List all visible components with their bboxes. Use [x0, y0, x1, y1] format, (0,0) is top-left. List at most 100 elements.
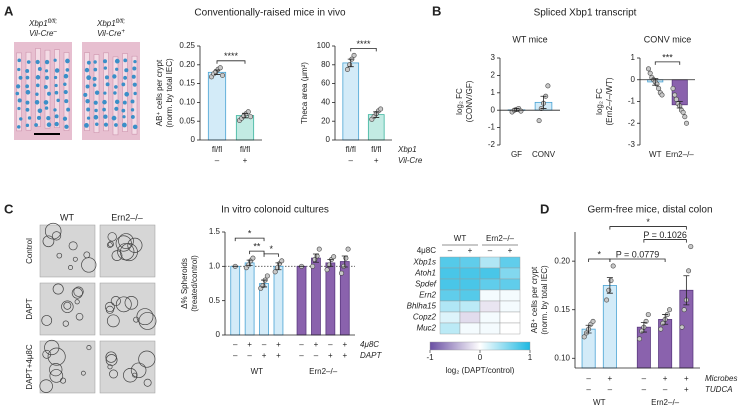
crypt	[112, 56, 119, 136]
crypt	[103, 52, 109, 132]
column-row-label: 4μ8C	[417, 246, 437, 255]
heatmap-cell	[439, 289, 461, 302]
heatmap-cell	[479, 300, 501, 313]
x-row-label: +	[276, 351, 281, 360]
significance-bracket	[216, 60, 246, 64]
goblet-cell	[103, 91, 107, 95]
goblet-cell	[64, 99, 69, 104]
goblet-cell	[25, 89, 31, 95]
goblet-cell	[64, 124, 69, 129]
data-point	[343, 255, 349, 261]
organoid	[86, 345, 92, 351]
organoid	[110, 296, 121, 307]
bar	[671, 79, 688, 106]
panel-heading: Conventionally-raised mice in vivo	[194, 8, 346, 19]
y-axis-label: Δ% Spheroids	[180, 258, 189, 309]
goblet-cell	[35, 83, 40, 88]
x-row-label: +	[608, 374, 613, 383]
data-point	[338, 270, 344, 276]
x-row-label: +	[684, 374, 689, 383]
goblet-cell	[63, 90, 68, 95]
y-tick-label: 80	[321, 60, 330, 69]
colorbar-tick-label: 0	[478, 353, 483, 362]
goblet-cell	[54, 121, 59, 127]
heatmap-cell	[439, 311, 461, 324]
heatmap-cell	[459, 311, 481, 324]
colorbar-tick-label: 1	[528, 353, 533, 362]
goblet-cell	[133, 59, 137, 64]
label-sup: +	[121, 29, 125, 35]
organoid	[115, 296, 132, 313]
data-point	[345, 246, 351, 252]
x-row-title: TUDCA	[705, 385, 733, 394]
micrograph	[39, 339, 96, 394]
goblet-cell	[86, 116, 91, 120]
goblet-cell	[44, 69, 49, 73]
heatmap-cell	[479, 311, 501, 324]
goblet-cell	[25, 100, 30, 105]
goblet-cell	[17, 125, 21, 129]
heatmap-cell	[479, 278, 501, 291]
y-tick-label: 0.15	[179, 79, 195, 88]
x-row-title: DAPT	[360, 351, 382, 360]
row-label: Ern2	[419, 291, 436, 300]
x-row-label: +	[374, 156, 379, 165]
column-label: +	[508, 246, 513, 255]
goblet-cell	[35, 75, 41, 80]
colorbar-tick-label: -1	[426, 353, 434, 362]
organoid	[81, 257, 97, 273]
goblet-cell	[92, 83, 97, 87]
goblet-cell	[113, 91, 117, 95]
x-row-title: Vil-Cre	[398, 156, 423, 165]
bar	[325, 262, 336, 336]
y-tick-label: 0.05	[179, 116, 195, 125]
goblet-cell	[104, 75, 110, 80]
y-tick-label: 0	[326, 135, 331, 144]
x-row-label: fl/fl	[240, 145, 250, 154]
y-tick-label: 0.10	[554, 353, 570, 362]
x-row-title: 4μ8C	[360, 340, 379, 349]
x-row-label: fl/fl	[371, 145, 381, 154]
data-point	[682, 114, 688, 120]
heatmap-cell	[459, 256, 481, 269]
error-bar	[246, 259, 253, 267]
organoid	[143, 378, 152, 387]
goblet-cell	[35, 92, 39, 96]
heatmap-cell	[499, 322, 521, 335]
significance-label: *	[248, 228, 252, 238]
heatmap-cell	[499, 300, 521, 313]
x-row-label: WT	[649, 150, 662, 159]
data-point	[344, 67, 350, 73]
micrograph-bg	[39, 224, 96, 278]
goblet-cell	[93, 114, 99, 120]
goblet-cell	[25, 107, 30, 112]
y-tick-label: 0.15	[554, 305, 570, 314]
crypt	[54, 49, 60, 128]
y-axis-label: AB⁺ cells per crypt	[530, 266, 539, 333]
significance-label: *	[646, 217, 650, 227]
goblet-cell	[93, 60, 97, 64]
group-label: WT	[251, 367, 264, 376]
y-tick-label: -1	[488, 123, 496, 132]
data-point	[606, 287, 612, 293]
organoid	[124, 296, 139, 310]
colorbar	[429, 341, 531, 351]
goblet-cell	[17, 106, 21, 111]
group-label: WT	[593, 398, 606, 407]
goblet-cell	[95, 122, 99, 126]
goblet-cell	[54, 83, 58, 88]
heatmap-cell	[499, 311, 521, 324]
y-tick-label: 0	[491, 105, 496, 114]
data-point	[610, 263, 616, 269]
significance-label: *	[269, 244, 273, 254]
x-row-label: –	[262, 340, 267, 349]
goblet-cell	[53, 58, 57, 62]
goblet-cell	[94, 108, 98, 113]
bar	[296, 265, 307, 336]
image-label: Vil-Cre+	[97, 29, 125, 39]
goblet-cell	[46, 122, 52, 127]
y-tick-label: -1	[628, 97, 636, 106]
goblet-cell	[18, 75, 23, 80]
data-point	[245, 109, 251, 115]
